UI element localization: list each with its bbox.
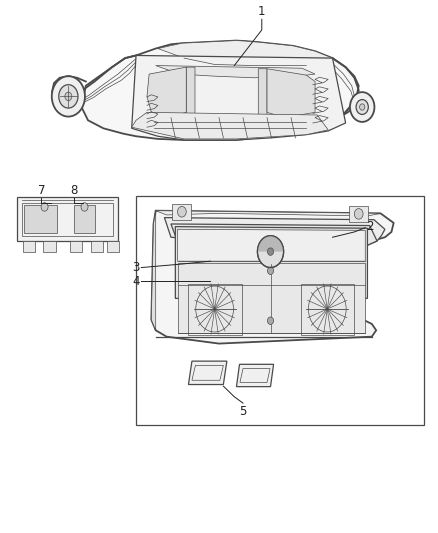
Polygon shape: [43, 241, 56, 252]
Circle shape: [354, 208, 363, 219]
Circle shape: [268, 317, 274, 325]
Polygon shape: [155, 211, 381, 216]
Polygon shape: [151, 211, 394, 344]
Polygon shape: [188, 361, 227, 384]
Circle shape: [177, 206, 186, 217]
Text: 3: 3: [132, 261, 140, 274]
Text: 5: 5: [239, 405, 247, 418]
Polygon shape: [258, 236, 284, 252]
Polygon shape: [151, 211, 155, 330]
Polygon shape: [349, 206, 368, 222]
Polygon shape: [171, 224, 377, 245]
Circle shape: [41, 203, 48, 211]
Polygon shape: [132, 112, 328, 139]
Text: 7: 7: [38, 184, 45, 197]
Circle shape: [268, 248, 274, 255]
Circle shape: [360, 104, 365, 110]
Polygon shape: [164, 217, 385, 245]
Circle shape: [350, 92, 374, 122]
Text: 8: 8: [71, 184, 78, 197]
Text: 2: 2: [367, 220, 374, 232]
Circle shape: [65, 92, 72, 101]
Polygon shape: [158, 41, 332, 66]
Circle shape: [258, 236, 284, 268]
Polygon shape: [258, 69, 267, 134]
Text: 1: 1: [258, 5, 265, 18]
Polygon shape: [81, 41, 359, 140]
Circle shape: [81, 203, 88, 211]
Circle shape: [59, 85, 78, 108]
Polygon shape: [22, 241, 35, 252]
Text: 4: 4: [132, 275, 140, 288]
Polygon shape: [147, 67, 186, 118]
Circle shape: [356, 100, 368, 115]
Circle shape: [268, 267, 274, 274]
Bar: [136, 196, 424, 425]
Circle shape: [52, 76, 85, 117]
Polygon shape: [177, 229, 365, 261]
Polygon shape: [267, 69, 315, 118]
Polygon shape: [24, 205, 57, 233]
Polygon shape: [132, 55, 346, 140]
Polygon shape: [155, 66, 315, 78]
Polygon shape: [17, 197, 118, 241]
Polygon shape: [70, 241, 82, 252]
Polygon shape: [237, 365, 274, 386]
Polygon shape: [186, 67, 195, 131]
Polygon shape: [175, 227, 367, 298]
Polygon shape: [177, 263, 365, 333]
Polygon shape: [74, 205, 95, 233]
Polygon shape: [172, 204, 191, 220]
Polygon shape: [107, 241, 119, 252]
Polygon shape: [91, 241, 103, 252]
